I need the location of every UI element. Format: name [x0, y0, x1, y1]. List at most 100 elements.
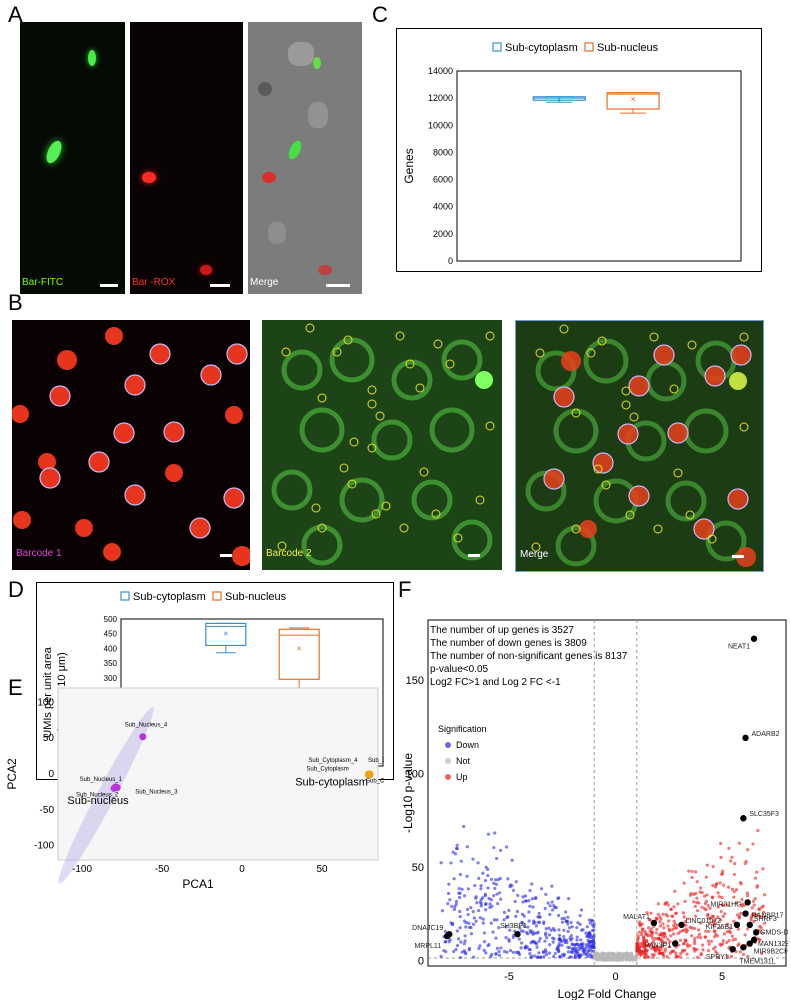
- down-point: [573, 946, 577, 951]
- up-point: [696, 955, 700, 959]
- panel-label-e: E: [8, 675, 23, 700]
- down-point: [556, 896, 560, 901]
- down-point: [443, 929, 447, 933]
- down-point: [567, 896, 571, 901]
- gene-label: GMDS-DT: [760, 929, 788, 936]
- highlighted-gene-point: [671, 940, 679, 947]
- up-point: [641, 945, 645, 949]
- up-point: [672, 905, 676, 909]
- down-point: [548, 904, 552, 908]
- up-point: [669, 907, 673, 911]
- down-point: [547, 933, 552, 937]
- down-point: [492, 845, 496, 850]
- up-point: [687, 869, 691, 873]
- down-point: [452, 949, 456, 954]
- up-point: [688, 893, 693, 897]
- up-point: [664, 935, 668, 939]
- down-point: [497, 926, 501, 930]
- down-point: [490, 952, 494, 957]
- down-point: [479, 904, 483, 908]
- down-point: [537, 920, 541, 924]
- down-point: [590, 928, 595, 933]
- up-point: [712, 918, 717, 922]
- y-tick-label: 500: [104, 615, 118, 624]
- down-point: [546, 901, 550, 905]
- down-point: [458, 926, 462, 930]
- down-point: [484, 951, 488, 955]
- up-point: [658, 920, 662, 924]
- down-point: [517, 937, 521, 941]
- up-point: [674, 951, 678, 955]
- down-point: [514, 950, 518, 954]
- up-point: [727, 846, 731, 850]
- down-point: [575, 938, 579, 942]
- down-point: [458, 914, 462, 919]
- annotation-line: Log2 FC>1 and Log 2 FC <-1: [430, 677, 561, 688]
- down-point: [536, 915, 540, 919]
- up-point: [729, 859, 733, 863]
- down-point: [455, 929, 459, 933]
- annotation-line: p-value<0.05: [430, 664, 489, 675]
- down-point: [562, 916, 566, 921]
- down-point: [459, 955, 463, 960]
- up-point: [733, 862, 737, 866]
- down-point: [511, 888, 515, 892]
- micrograph-merge-b: Merge: [515, 320, 764, 572]
- cell-outline: [288, 42, 314, 66]
- down-point: [467, 921, 471, 925]
- down-point: [458, 872, 462, 877]
- up-point: [706, 912, 710, 916]
- down-point: [525, 930, 529, 935]
- up-point: [692, 900, 696, 904]
- volcano-plot-area: [427, 619, 787, 967]
- up-point: [642, 938, 646, 943]
- up-point: [655, 917, 659, 921]
- up-point: [728, 926, 732, 930]
- y-tick-label: 0: [48, 769, 54, 780]
- legend-swatch: [492, 42, 502, 52]
- rox-label: Bar -ROX: [132, 277, 176, 288]
- box-iqr: [606, 92, 660, 110]
- down-point: [459, 940, 463, 944]
- down-point: [447, 940, 451, 944]
- up-point: [650, 927, 654, 931]
- legend-swatch: [212, 591, 222, 601]
- down-point: [535, 945, 539, 949]
- up-point: [719, 909, 723, 914]
- down-point: [529, 955, 533, 960]
- micrograph-barcode1: Barcode 1: [12, 320, 250, 570]
- down-point: [560, 943, 564, 947]
- down-point: [462, 919, 467, 923]
- down-point: [495, 856, 499, 861]
- up-point: [744, 859, 748, 863]
- up-point: [701, 948, 705, 952]
- up-point: [705, 863, 709, 867]
- up-point: [762, 921, 767, 925]
- gene-label: MAN1328: [758, 941, 788, 948]
- down-point: [439, 861, 443, 865]
- up-point: [656, 912, 660, 917]
- highlighted-gene-point: [514, 931, 521, 938]
- down-point: [530, 897, 535, 901]
- down-point: [475, 901, 479, 905]
- pca-point-label: Sub_Nucleus_4: [125, 723, 168, 729]
- up-point: [726, 903, 730, 907]
- down-point: [564, 910, 568, 914]
- up-point: [751, 842, 755, 846]
- group-label-cytoplasm: Sub-cytoplasm: [295, 776, 368, 788]
- up-point: [660, 938, 664, 942]
- down-point: [528, 952, 532, 956]
- x-tick-label: 5: [719, 971, 725, 983]
- down-point: [591, 945, 595, 949]
- y-tick-label: 2000: [433, 229, 453, 239]
- up-point: [646, 955, 650, 959]
- scale-bar: [326, 284, 350, 287]
- y-tick-label: 350: [104, 659, 118, 668]
- down-point: [513, 899, 517, 904]
- up-point: [667, 919, 671, 923]
- x-tick-label: 0: [612, 971, 618, 983]
- up-point: [640, 922, 644, 926]
- plot-area-border: [456, 70, 742, 262]
- scale-bar: [210, 284, 230, 287]
- down-point: [544, 950, 548, 954]
